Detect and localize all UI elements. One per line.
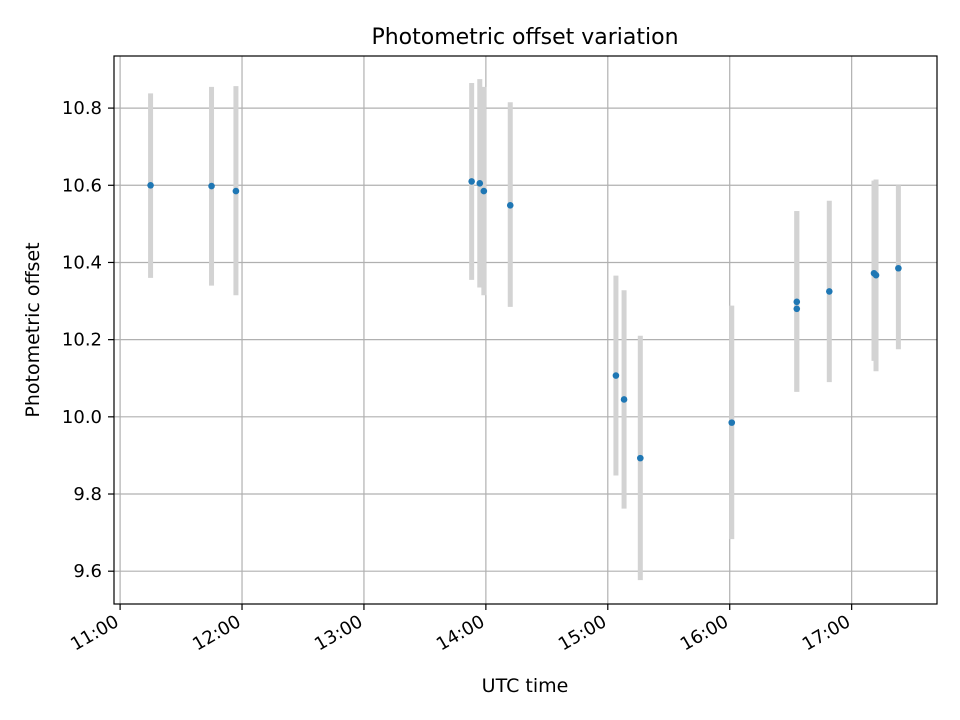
data-point-7	[506, 202, 514, 209]
chart-title: Photometric offset variation	[371, 25, 678, 50]
y-axis-label: Photometric offset	[22, 242, 44, 417]
data-point-17	[895, 264, 902, 272]
data-point-6	[480, 187, 488, 195]
data-point-16	[872, 271, 880, 279]
y-tick-label: 9.6	[73, 561, 102, 582]
data-point-2	[208, 182, 215, 190]
x-tick-label: 13:00	[311, 611, 366, 655]
data-point-8	[612, 372, 620, 379]
x-tick-label: 11:00	[67, 611, 122, 655]
y-tick-label: 9.8	[73, 484, 102, 505]
x-tick-label: 16:00	[677, 611, 732, 655]
data-points	[147, 178, 902, 462]
data-point-13	[793, 305, 801, 313]
plot-area	[108, 55, 938, 610]
y-tick-labels: 9.6 9.8 10.0 10.2 10.4 10.6 10.8	[62, 98, 102, 582]
data-point-10	[637, 454, 644, 462]
x-tick-label: 12:00	[189, 611, 244, 655]
x-tick-label: 17:00	[799, 611, 854, 655]
x-tick-labels: 11:00 12:00 13:00 14:00 15:00 16:00 17:00	[67, 611, 854, 655]
y-tick-label: 10.0	[62, 407, 102, 428]
y-tick-label: 10.4	[62, 252, 102, 273]
data-point-14	[825, 288, 833, 295]
data-point-1	[147, 181, 154, 189]
axis-ticks	[108, 107, 853, 610]
data-point-9	[620, 396, 628, 403]
data-point-5	[476, 180, 484, 187]
data-point-12	[793, 298, 801, 306]
x-tick-label: 15:00	[555, 611, 610, 655]
x-axis-label: UTC time	[482, 675, 569, 697]
y-tick-label: 10.6	[62, 175, 102, 196]
data-point-3	[232, 187, 240, 195]
data-point-11	[728, 419, 736, 426]
x-tick-label: 14:00	[433, 611, 488, 655]
data-point-4	[468, 178, 475, 185]
y-tick-label: 10.2	[62, 330, 102, 351]
y-tick-label: 10.8	[62, 98, 102, 119]
plot-frame	[113, 55, 938, 605]
error-bars	[148, 79, 901, 581]
